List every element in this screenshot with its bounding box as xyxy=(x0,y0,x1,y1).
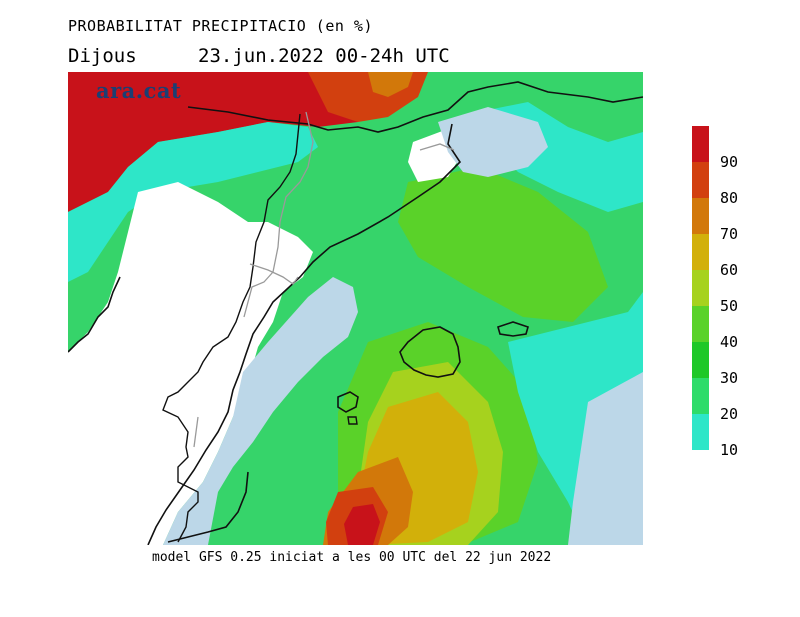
sea-area xyxy=(568,372,643,545)
forecast-date-range: 23.jun.2022 00-24h UTC xyxy=(198,45,450,67)
coastline xyxy=(68,276,121,353)
probability-legend xyxy=(692,126,709,450)
legend-swatch-80 xyxy=(692,162,709,198)
legend-label-70: 70 xyxy=(720,225,739,243)
sea-area xyxy=(438,107,548,177)
forecast-day: Dijous xyxy=(68,45,137,67)
probability-area-90 xyxy=(344,504,380,545)
legend-label-80: 80 xyxy=(720,189,739,207)
region-border xyxy=(193,416,199,448)
country-border xyxy=(162,113,301,543)
legend-label-30: 30 xyxy=(720,369,739,387)
precipitation-probability-map xyxy=(68,72,643,545)
region-border xyxy=(419,143,455,151)
map-title: PROBABILITAT PRECIPITACIO (en %) xyxy=(68,17,373,35)
legend-swatch-20 xyxy=(692,378,709,414)
coastline xyxy=(147,123,462,545)
legend-swatch-70 xyxy=(692,198,709,234)
legend-label-20: 20 xyxy=(720,405,739,423)
coastline xyxy=(187,81,643,133)
model-run-info: model GFS 0.25 iniciat a les 00 UTC del … xyxy=(152,550,552,565)
legend-swatch-10 xyxy=(692,414,709,450)
probability-area-10 xyxy=(68,122,318,282)
island-ibiza xyxy=(337,391,359,413)
legend-swatch-60 xyxy=(692,234,709,270)
legend-swatch-90 xyxy=(692,126,709,162)
probability-area-40 xyxy=(398,167,608,322)
island-formentera xyxy=(347,416,358,425)
legend-swatch-40 xyxy=(692,306,709,342)
legend-swatch-50 xyxy=(692,270,709,306)
coastline xyxy=(167,471,249,543)
region-border xyxy=(249,263,299,285)
legend-swatch-30 xyxy=(692,342,709,378)
region-border xyxy=(243,111,314,318)
legend-label-40: 40 xyxy=(720,333,739,351)
legend-label-10: 10 xyxy=(720,441,739,459)
legend-label-90: 90 xyxy=(720,153,739,171)
sea-area xyxy=(163,277,358,545)
legend-label-50: 50 xyxy=(720,297,739,315)
probability-area-70 xyxy=(368,72,413,97)
probability-area-90 xyxy=(68,72,378,212)
legend-label-60: 60 xyxy=(720,261,739,279)
ara-cat-watermark: ara.cat xyxy=(96,78,182,103)
island-menorca xyxy=(497,321,529,337)
island-mallorca xyxy=(399,326,461,378)
